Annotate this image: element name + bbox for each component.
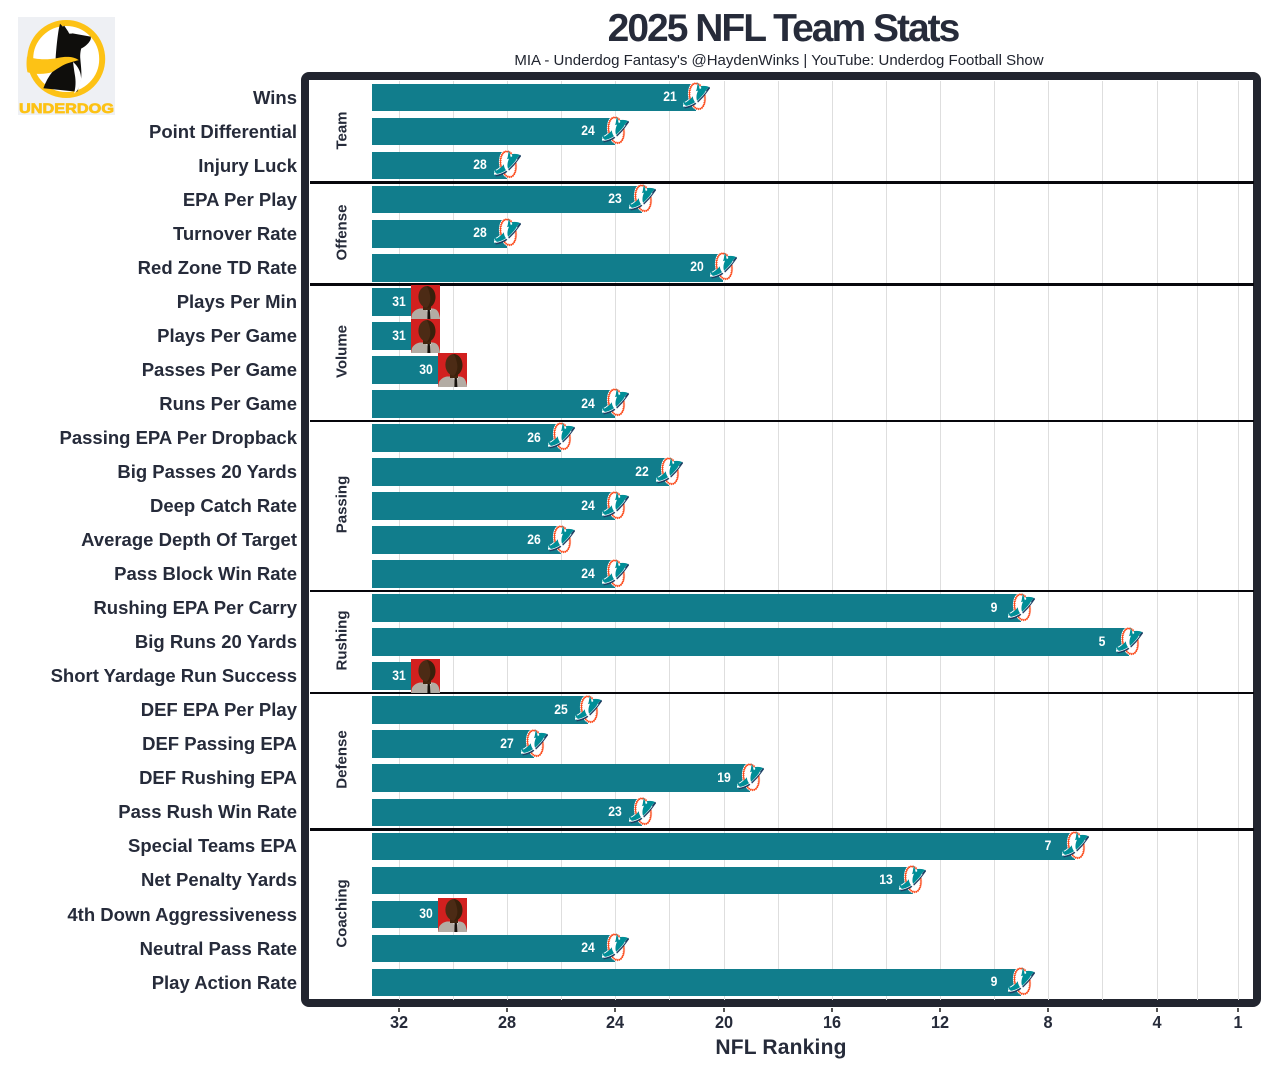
svg-text:UNDERDOG: UNDERDOG <box>19 100 114 115</box>
